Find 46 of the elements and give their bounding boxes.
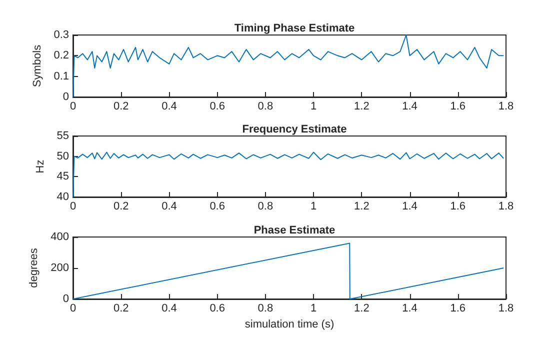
x-tick-label: 0.6 (210, 100, 225, 112)
x-tick-label: 0.6 (210, 302, 225, 314)
x-tick-label: 1.8 (498, 302, 514, 314)
x-tick-label: 1.6 (450, 302, 466, 314)
y-tick-label: 0.1 (54, 70, 69, 82)
x-tick-label: 1.2 (354, 302, 370, 314)
x-tick-label: 0.2 (113, 302, 129, 314)
x-tick-label: 0.4 (162, 100, 177, 112)
x-tick-label: 1.4 (402, 200, 418, 212)
x-tick-label: 1 (310, 302, 317, 314)
x-tick-label: 1.6 (450, 200, 466, 212)
x-tick-label: 0.2 (113, 200, 129, 212)
x-axis-title: simulation time (s) (244, 318, 334, 330)
y-tick-label: 40 (56, 191, 69, 203)
x-tick-label: 1.2 (354, 100, 370, 112)
x-tick-label: 0.8 (258, 100, 274, 112)
y-tick-label: 0.2 (54, 50, 69, 62)
x-tick-label: 0.4 (162, 302, 177, 314)
x-tick-label: 1.2 (354, 200, 370, 212)
x-tick-label: 0.4 (162, 200, 177, 212)
x-tick-label: 0.8 (258, 200, 274, 212)
y-axis-title: Hz (34, 160, 46, 174)
x-tick-label: 0.2 (113, 100, 129, 112)
x-tick-label: 1 (310, 200, 317, 212)
chart-title: Phase Estimate (254, 224, 336, 236)
y-axis-title: Symbols (31, 44, 44, 88)
x-tick-label: 1.4 (402, 100, 418, 112)
y-tick-label: 400 (50, 231, 69, 243)
y-tick-label: 0 (62, 91, 69, 103)
x-tick-label: 1.8 (498, 200, 514, 212)
chart-title: Frequency Estimate (242, 124, 347, 136)
x-tick-label: 0.8 (258, 302, 274, 314)
y-axis-title: degrees (28, 248, 40, 288)
y-tick-label: 0.3 (54, 29, 69, 41)
x-tick-label: 0.6 (210, 200, 225, 212)
y-tick-label: 55 (56, 130, 69, 142)
chart-title: Timing Phase Estimate (234, 22, 355, 34)
y-tick-label: 45 (56, 170, 69, 183)
x-tick-label: 1 (310, 100, 317, 112)
x-tick-label: 1.8 (498, 100, 514, 112)
y-tick-label: 200 (50, 262, 69, 274)
y-tick-label: 50 (56, 150, 69, 162)
line-series (72, 34, 504, 98)
x-tick-label: 1.4 (402, 302, 418, 314)
y-tick-label: 0 (62, 293, 69, 305)
x-tick-label: 1.6 (450, 100, 466, 112)
